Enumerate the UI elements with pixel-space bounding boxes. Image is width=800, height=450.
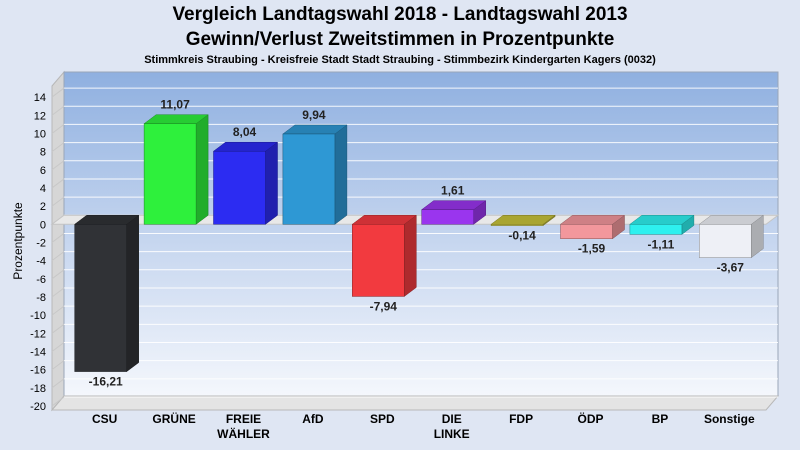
gridline-side [51, 287, 65, 298]
bar-front [352, 224, 405, 297]
chart-title: Vergleich Landtagswahl 2018 - Landtagswa… [172, 4, 628, 25]
bar-side [195, 114, 209, 225]
gridline-side [51, 396, 65, 407]
gridline-side [51, 378, 65, 389]
x-tick-label: AfD [302, 412, 324, 426]
bar-ödp [559, 214, 626, 240]
y-tick-label: 8 [40, 147, 46, 159]
bar-front [74, 224, 127, 372]
gridline-side [51, 124, 65, 134]
y-tick-label: 10 [34, 128, 46, 140]
bar-fdp [490, 214, 556, 227]
bar-bp [629, 214, 695, 235]
y-tick-label: -18 [30, 383, 46, 395]
gridline-side [51, 178, 65, 189]
gridline-side [51, 342, 65, 352]
y-tick-label: -4 [36, 256, 46, 268]
y-tick-label: -10 [30, 310, 46, 322]
y-tick-label: 4 [40, 183, 46, 195]
bar-front [213, 150, 266, 225]
bar-grüne [143, 114, 209, 225]
bar-front [490, 224, 544, 226]
bar-side [404, 214, 417, 297]
data-label: 8,04 [233, 125, 257, 139]
bar-front [143, 123, 197, 225]
bar-spd [351, 214, 418, 297]
y-tick-label: 2 [40, 201, 46, 213]
chart-subtitle: Gewinn/Verlust Zweitstimmen in Prozentpu… [185, 29, 615, 50]
gridline-side [51, 251, 65, 262]
x-tick-label: CSU [92, 412, 117, 426]
gridline-side [51, 323, 65, 334]
gridline-side [51, 233, 65, 243]
bar-front [560, 224, 613, 239]
y-tick-label: -14 [30, 346, 46, 358]
bar-side [334, 124, 348, 225]
y-tick-label: 12 [34, 110, 46, 122]
data-label: 9,94 [302, 108, 326, 122]
data-label: 11,07 [160, 98, 190, 112]
y-tick-label: -6 [36, 274, 46, 286]
bar-front [282, 133, 336, 225]
data-label: 1,61 [441, 184, 465, 198]
gridline-side [51, 87, 65, 98]
x-tick-label: ÖDP [577, 411, 603, 426]
data-label: -3,67 [717, 261, 745, 275]
bar-sonstige [698, 214, 765, 259]
x-tick-label: FREIE WÄHLER [217, 412, 270, 441]
bar-freie-wähler [212, 141, 279, 225]
y-tick-label: -8 [36, 292, 46, 304]
data-label: -0,14 [508, 229, 536, 243]
bar-die-linke [420, 200, 487, 225]
bar-front [629, 224, 683, 235]
gridline-side [51, 160, 65, 171]
y-tick-label: -16 [30, 365, 46, 377]
x-tick-label: Sonstige [704, 412, 755, 426]
gridline-side [51, 142, 65, 153]
floor [50, 395, 780, 411]
x-tick-label: SPD [370, 412, 395, 426]
x-tick-label: FDP [509, 412, 533, 426]
x-tick-label: DIE LINKE [434, 412, 470, 441]
data-label: -1,11 [648, 237, 675, 251]
gridline-side [51, 196, 65, 207]
chart-district-subtitle: Stimmkreis Straubing - Kreisfreie Stadt … [144, 54, 656, 66]
x-tick-label: BP [652, 412, 669, 426]
bar-csu [73, 214, 140, 373]
x-tick-label: GRÜNE [152, 411, 195, 426]
gridline-side [51, 360, 65, 371]
gridline-side [51, 269, 65, 280]
bar-front [421, 209, 474, 225]
y-tick-label: 0 [40, 219, 46, 231]
y-tick-label: -12 [30, 328, 46, 340]
data-label: -16,21 [89, 375, 123, 389]
data-label: -1,59 [578, 242, 606, 256]
bar-side [126, 214, 139, 373]
y-tick-label: 6 [40, 165, 46, 177]
gridline-side [51, 305, 65, 316]
data-label: -7,94 [370, 299, 398, 313]
bar-side [265, 141, 278, 225]
y-tick-label: 14 [34, 92, 46, 104]
bar-afd [282, 124, 348, 225]
gridline-side [51, 105, 65, 116]
y-tick-label: -20 [30, 401, 46, 413]
y-tick-label: -2 [36, 237, 46, 249]
bar-front [699, 224, 752, 258]
y-axis-label: Prozentpunkte [11, 202, 25, 280]
